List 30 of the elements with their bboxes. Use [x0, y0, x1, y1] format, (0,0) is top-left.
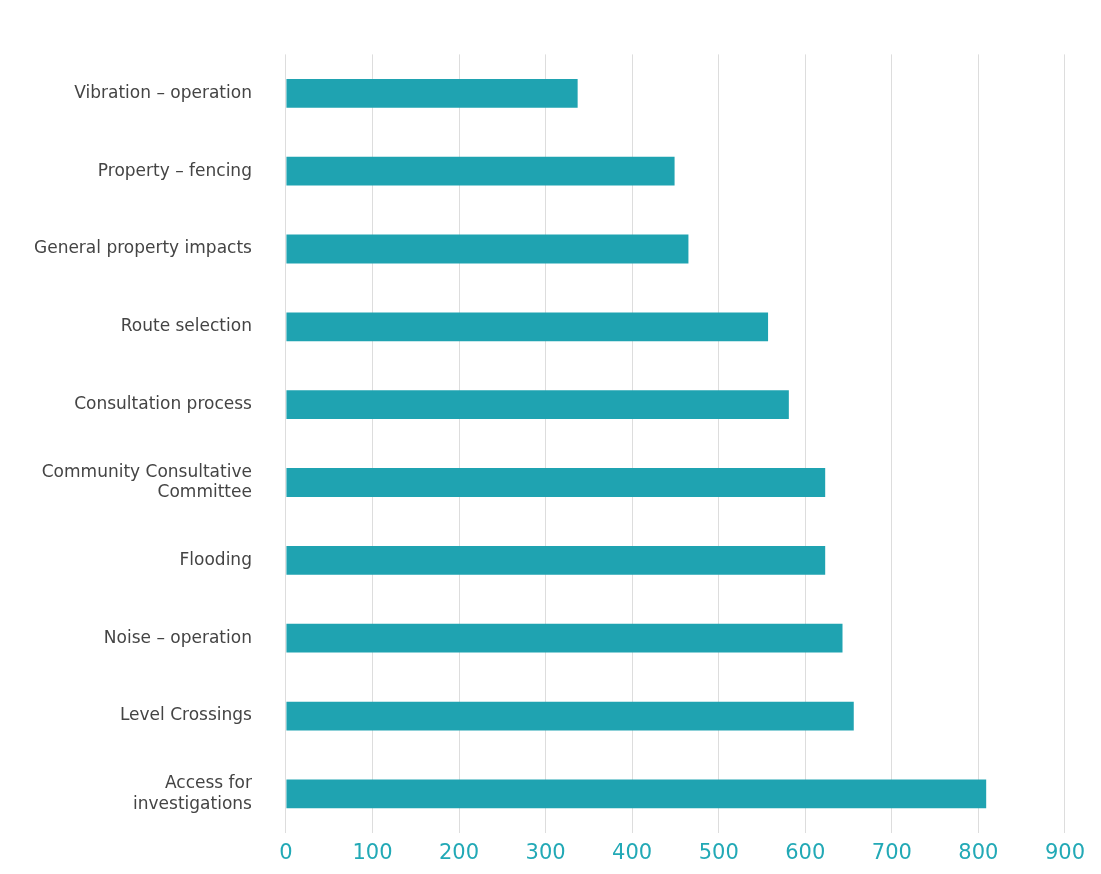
x-tick-label: 700: [871, 839, 912, 864]
bar: [286, 779, 987, 809]
x-tick-label: 500: [698, 839, 739, 864]
bar: [286, 156, 675, 186]
y-tick-label: Community Consultative Committee: [41, 460, 252, 502]
y-tick-label: Flooding: [179, 548, 252, 569]
y-tick-label: Access for investigations: [133, 772, 253, 813]
y-tick-label: General property impacts: [34, 237, 253, 258]
x-tick-label: 200: [439, 839, 480, 864]
x-tick-label: 800: [958, 839, 999, 864]
x-tick-label: 400: [612, 839, 653, 864]
bar: [286, 701, 854, 731]
bar: [286, 78, 578, 108]
y-tick-label: Route selection: [120, 315, 252, 336]
x-tick-label: 0: [279, 839, 293, 864]
y-tick-label: Vibration – operation: [74, 81, 252, 102]
y-tick-label: Property – fencing: [97, 159, 252, 180]
bar: [286, 468, 826, 497]
y-tick-label: Noise – operation: [103, 626, 252, 647]
y-tick-label: Consultation process: [74, 393, 253, 414]
bar: [286, 234, 689, 264]
x-tick-label: 600: [785, 839, 826, 864]
x-tick-label: 300: [525, 839, 566, 864]
y-tick-label: Level Crossings: [119, 704, 253, 725]
bar: [286, 390, 789, 420]
bar: [286, 545, 826, 575]
x-tick-label: 100: [352, 839, 393, 864]
x-tick-label: 900: [1044, 839, 1086, 864]
bar: [286, 623, 843, 653]
bar: [286, 312, 769, 342]
